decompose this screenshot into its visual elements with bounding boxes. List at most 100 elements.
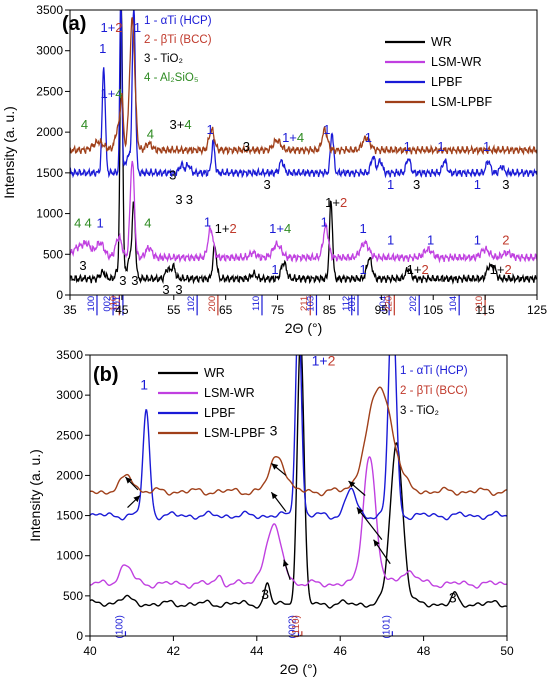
peak-label: 1 — [321, 215, 328, 230]
y-tick-label: 500 — [63, 589, 83, 603]
reference-line-label: 220 — [383, 296, 394, 312]
series-line-lsm-wr — [70, 160, 537, 264]
shift-arrow-head — [125, 477, 133, 484]
peak-label: 1 — [387, 177, 394, 192]
peak-label: 1 — [206, 122, 213, 137]
reference-line-label: 102 — [186, 296, 197, 312]
reference-line-label: 104 — [448, 296, 459, 312]
y-axis-label: Intensity (a. u.) — [27, 449, 43, 542]
peak-label: 1 — [474, 233, 481, 248]
y-tick-label: 0 — [76, 629, 83, 643]
series-line-wr — [70, 10, 537, 285]
peak-label: 1 — [474, 177, 481, 192]
y-tick-label: 2000 — [56, 468, 83, 482]
shift-arrow — [356, 507, 383, 541]
x-tick-label: 95 — [375, 303, 389, 317]
x-tick-label: 48 — [417, 644, 431, 658]
plot-frame — [69, 9, 538, 296]
series-line-lsm-lpbf — [90, 386, 507, 497]
shift-arrow-head — [271, 463, 279, 470]
shift-arrow-head — [282, 559, 289, 567]
phase-legend-entry: 1 - αTi (HCP) — [400, 365, 468, 377]
reference-line-label: 004 — [378, 296, 389, 312]
peak-label: 3 — [175, 192, 182, 207]
series-line-lpbf — [70, 10, 537, 179]
peak-label: 4 — [74, 215, 81, 230]
peak-label: 1 — [323, 122, 330, 137]
reference-line-label: 002 — [102, 296, 113, 312]
peak-label: 3 — [186, 192, 193, 207]
phase-legend: 1 - αTi (HCP) 2 - βTi (BCC) 3 - TiO₂ — [400, 365, 468, 417]
y-tick-label: 500 — [43, 247, 63, 261]
x-tick-label: 46 — [334, 644, 348, 658]
y-tick-label: 2500 — [56, 428, 83, 442]
shift-arrow-head — [348, 481, 356, 488]
phase-legend-entry: 4 - Al₂SiO₅ — [144, 72, 199, 84]
peak-label: 4 — [85, 215, 92, 230]
peak-label: 3 — [162, 282, 169, 297]
legend-label: LPBF — [431, 75, 463, 89]
y-tick-label: 1500 — [36, 166, 63, 180]
phase-legend-entry: 2 - βTi (BCC) — [400, 385, 468, 397]
reference-line-label: 100 — [86, 296, 97, 312]
peak-label: 1+4 — [100, 86, 122, 101]
peak-label: 3 — [175, 282, 182, 297]
peak-label: 1 — [96, 215, 103, 230]
y-axis-label: Intensity (a. u.) — [1, 106, 17, 199]
reference-line-label: (101) — [381, 615, 392, 638]
peak-label: 1 — [404, 139, 411, 154]
peak-label: 1 — [134, 20, 141, 35]
x-tick-label: 35 — [63, 303, 77, 317]
phase-legend: 1 - αTi (HCP) 2 - βTi (BCC) 3 - TiO₂ 4 - Al… — [144, 15, 212, 84]
phase-legend-entry: 2 - βTi (BCC) — [144, 34, 212, 46]
x-tick-label: 125 — [527, 303, 547, 317]
phase-legend-entry: 3 - TiO₂ — [144, 53, 183, 65]
y-tick-label: 0 — [56, 288, 63, 302]
y-tick-label: 3000 — [56, 388, 83, 402]
y-tick-label: 2000 — [36, 125, 63, 139]
reference-line-label: (100) — [114, 615, 125, 638]
legend-label: LSM-LPBF — [204, 426, 265, 440]
x-tick-label: 44 — [250, 644, 264, 658]
shift-arrow-head — [271, 492, 278, 500]
peak-label: 3 — [502, 177, 509, 192]
x-axis-label: 2Θ (°) — [285, 320, 323, 336]
peak-label: 1+2 — [215, 221, 237, 236]
reference-line-label: 200 — [207, 296, 218, 312]
peak-label: 3 — [79, 258, 86, 273]
peak-label: 1+2 — [312, 352, 336, 368]
y-tick-label: 3000 — [36, 44, 63, 58]
legend-label: WR — [431, 35, 452, 49]
reference-line-label: 202 — [408, 296, 419, 312]
peak-label: 3 — [261, 586, 269, 602]
reference-line-label: (002) — [288, 615, 299, 638]
reference-line-label: (110) — [291, 615, 302, 638]
y-tick-label: 3500 — [56, 348, 83, 362]
plot-frame — [89, 354, 508, 637]
peak-shift-arrows — [125, 462, 391, 580]
peak-label: 1 — [365, 130, 372, 145]
x-tick-label: 85 — [323, 303, 337, 317]
y-tick-label: 3500 — [36, 3, 63, 17]
peak-label: 3 — [169, 167, 176, 182]
peak-label: 1+4 — [282, 130, 304, 145]
series-legend: WR LSM-WR LPBF LSM-LPBF — [158, 366, 265, 440]
reference-line-label: 103 — [305, 296, 316, 312]
peak-label: 1+2 — [325, 195, 347, 210]
peak-label: 3 — [413, 177, 420, 192]
series-line-lsm-lpbf — [70, 17, 537, 156]
shift-arrow-head — [373, 539, 380, 547]
legend-label: LSM-WR — [204, 386, 255, 400]
legend-label: LSM-LPBF — [431, 95, 492, 109]
peak-label: 1 — [387, 233, 394, 248]
shift-arrow-head — [356, 507, 364, 515]
x-tick-label: 55 — [167, 303, 181, 317]
peak-label: 1 — [271, 262, 278, 277]
peak-label: 1 — [427, 233, 434, 248]
peak-label: 1+2 — [407, 262, 429, 277]
x-tick-label: 45 — [115, 303, 129, 317]
peak-label: 3 — [449, 589, 457, 605]
peak-label: 1 — [483, 139, 490, 154]
peak-label: 1 — [360, 262, 367, 277]
peak-label: 4 — [144, 215, 151, 230]
